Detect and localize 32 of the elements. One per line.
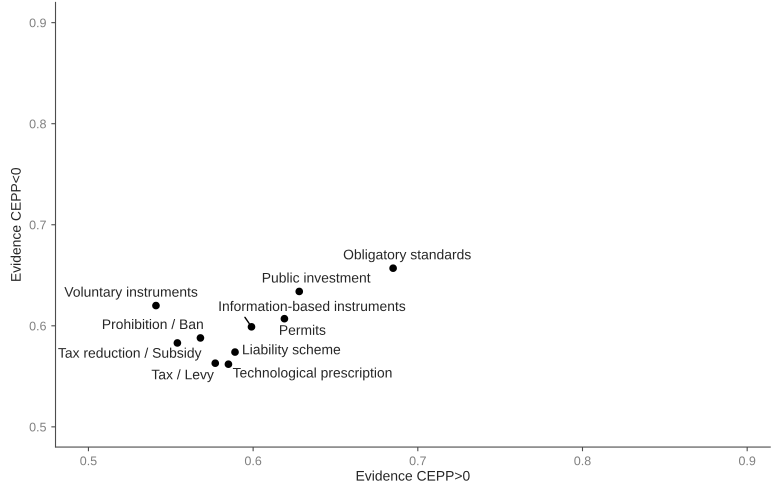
annotation: Tax reduction / Subsidy — [58, 348, 202, 361]
annotation: Voluntary instruments — [64, 286, 198, 300]
point — [152, 302, 160, 310]
point — [231, 348, 239, 356]
point — [389, 264, 397, 272]
point — [295, 288, 304, 296]
point — [248, 323, 256, 331]
annotation: Tax / Levy — [152, 369, 214, 382]
y-axis-title: Evidence CEPP<0 — [10, 168, 21, 281]
annotation: Obligatory standards — [344, 249, 471, 262]
point — [280, 314, 288, 323]
y-tick-label: 0.7 — [30, 220, 46, 230]
point — [174, 339, 182, 347]
annotation: Public investment — [262, 272, 370, 283]
y-tick-label: 0.8 — [30, 120, 46, 128]
x-axis-title: Evidence CEPP>0 — [356, 470, 470, 481]
point — [224, 360, 232, 368]
annotation: Technological prescription — [232, 367, 392, 380]
y-tick-label: 0.9 — [30, 18, 46, 28]
annotation: Prohibition / Ban — [102, 318, 203, 330]
x-tick-label: 0.8 — [574, 456, 591, 466]
x-tick-label: 0.7 — [410, 456, 426, 466]
x-tick-label: 0.9 — [738, 456, 756, 466]
annotation: Information-based instruments — [219, 300, 406, 312]
y-tick-label: 0.5 — [30, 422, 46, 432]
x-tick-label: 0.5 — [80, 456, 97, 466]
y-tick-label: 0.6 — [30, 322, 46, 330]
annotation: Liability scheme — [243, 344, 340, 358]
point — [211, 359, 220, 367]
annotation: Permits — [280, 324, 326, 335]
point — [196, 334, 204, 342]
x-tick-label: 0.6 — [244, 456, 262, 466]
